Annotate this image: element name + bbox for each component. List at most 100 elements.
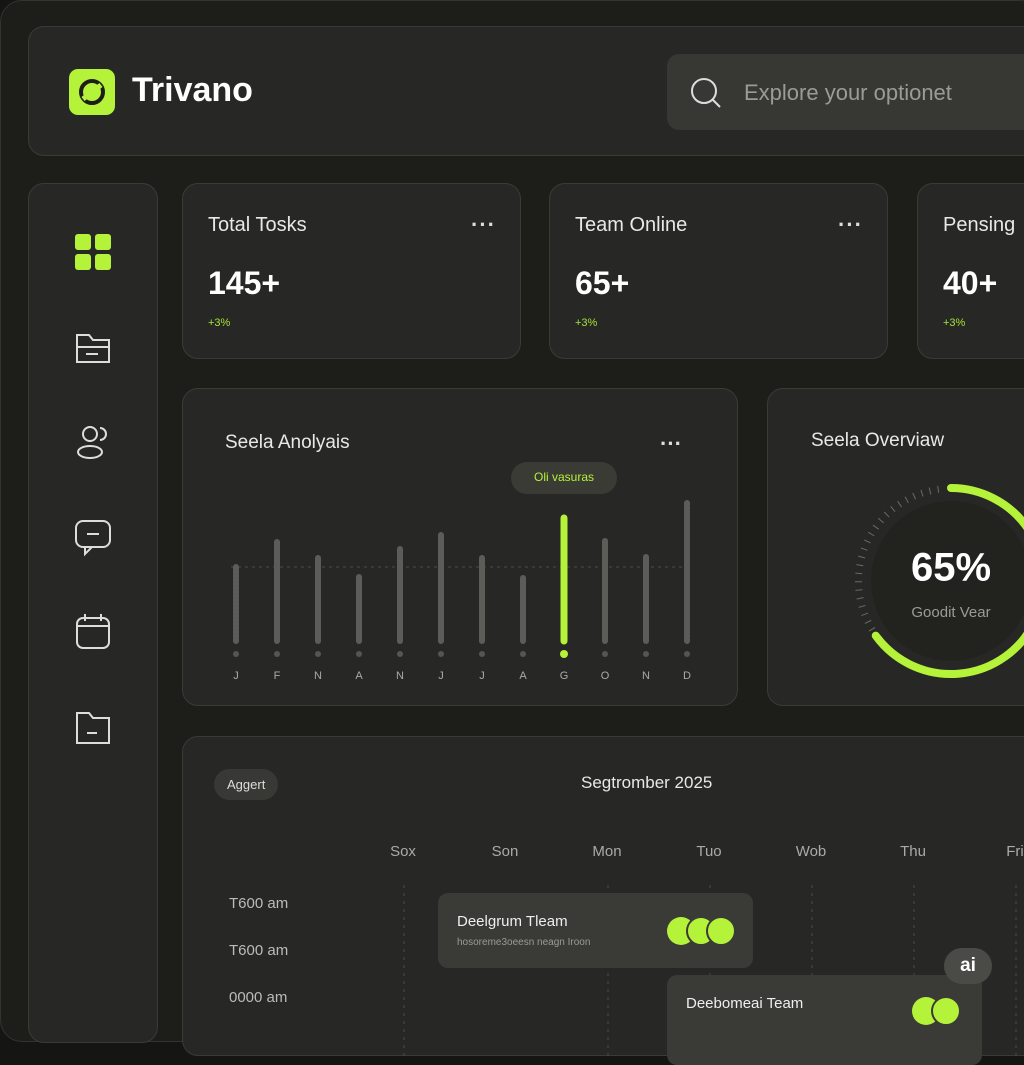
menu-button[interactable]: ··· [838, 212, 863, 238]
event-title: Deelgrum Tleam [457, 913, 568, 930]
donut-tick [858, 556, 865, 558]
donut-tick [938, 486, 939, 493]
tooltip: Oli vasuras [534, 470, 594, 484]
nav-calendar[interactable] [73, 612, 113, 652]
nav-files[interactable] [73, 707, 113, 747]
day-label: Mon [592, 843, 621, 860]
x-tick-label: F [274, 670, 281, 682]
ai-badge[interactable]: ai [944, 948, 992, 984]
donut-tick [921, 490, 923, 497]
bar-dot [643, 651, 649, 657]
donut-tick [864, 540, 870, 543]
donut-chart: Seela Overviaw 65% Goodit Vear [768, 389, 1024, 707]
header: Trivano Explore your optionet [28, 26, 1024, 156]
time-label: T600 am [229, 895, 288, 912]
menu-button[interactable]: ··· [660, 431, 682, 456]
menu-button[interactable]: ··· [471, 212, 496, 238]
x-tick-label: G [560, 670, 569, 682]
day-label: Fri [1006, 843, 1024, 860]
donut-tick [859, 605, 866, 607]
day-label: Son [492, 843, 519, 860]
day-label: Wob [796, 843, 827, 860]
x-tick-label: J [479, 670, 485, 682]
bar-dot [520, 651, 526, 657]
nav-dashboard[interactable] [73, 232, 113, 272]
x-tick-label: N [314, 670, 322, 682]
x-tick-label: N [396, 670, 404, 682]
donut-tick [891, 506, 895, 511]
event-title: Deebomeai Team [686, 995, 803, 1012]
logo [69, 69, 115, 115]
avatars [666, 915, 738, 947]
day-label: Thu [900, 843, 926, 860]
donut-tick [913, 493, 916, 499]
donut-tick [868, 532, 874, 536]
bar-dot [356, 651, 362, 657]
stat-title: Team Online [575, 214, 687, 237]
percent-label: 65% [911, 546, 991, 590]
donut-tick [878, 518, 883, 523]
time-label: 0000 am [229, 989, 287, 1006]
event-subtitle: hosoreme3oeesn neagn Iroon [457, 937, 590, 948]
donut-tick [884, 512, 889, 517]
search-placeholder: Explore your optionet [744, 80, 952, 106]
sales-analysis-card: Seela Anolyais ··· J F N A N J J A G Oli vasuras O… [182, 388, 738, 706]
stat-title: Pensing [943, 214, 1015, 237]
stat-card: Team Online ··· 65+ +3% [549, 183, 888, 359]
x-tick-label: J [233, 670, 239, 682]
stat-value: 145+ [208, 265, 280, 302]
x-tick-label: O [601, 670, 610, 682]
day-label: Tuo [696, 843, 721, 860]
event-card[interactable]: Deebomeai Team [667, 975, 982, 1065]
x-tick-label: D [683, 670, 691, 682]
bar-dot [315, 651, 321, 657]
page: Trivano Explore your optionet Total Tosk… [0, 0, 1024, 1016]
bar-dot [438, 651, 444, 657]
search-box[interactable]: Explore your optionet [667, 54, 1024, 130]
bar-dot [233, 651, 239, 657]
donut-tick [861, 613, 868, 616]
stat-change: +3% [575, 317, 597, 329]
bar-dot [684, 651, 690, 657]
bar-dot [397, 651, 403, 657]
donut-tick [861, 548, 868, 550]
bar-dot [479, 651, 485, 657]
donut-tick [856, 565, 863, 566]
stat-card: Pensing 40+ +3% [917, 183, 1024, 359]
donut-tick [855, 573, 862, 574]
x-tick-label: N [642, 670, 650, 682]
stat-value: 40+ [943, 265, 997, 302]
chart-title: Seela Anolyais [225, 432, 350, 453]
search-icon [689, 76, 723, 110]
stat-change: +3% [943, 317, 965, 329]
sidebar [28, 183, 158, 1043]
bar-dot [602, 651, 608, 657]
stat-card: Total Tosks ··· 145+ +3% [182, 183, 521, 359]
nav-messages[interactable] [73, 517, 113, 557]
sales-overview-card: Seela Overviaw 65% Goodit Vear [767, 388, 1024, 706]
x-tick-label: J [438, 670, 444, 682]
nav-team[interactable] [73, 422, 113, 462]
overview-title: Seela Overviaw [811, 430, 944, 451]
overview-caption: Goodit Vear [911, 604, 990, 621]
nav-folder[interactable] [73, 327, 113, 367]
time-label: T600 am [229, 942, 288, 959]
brand: Trivano [132, 71, 253, 110]
donut-tick [898, 501, 902, 507]
stat-title: Total Tosks [208, 214, 307, 237]
bar-dot [274, 651, 280, 657]
donut-tick [929, 488, 931, 495]
x-tick-label: A [519, 670, 527, 682]
event-card[interactable]: Deelgrum Tleam hosoreme3oeesn neagn Iroo… [438, 893, 753, 968]
day-label: Sox [390, 843, 416, 860]
donut-tick [855, 590, 862, 591]
donut-tick [857, 598, 864, 599]
avatars [911, 995, 967, 1027]
bar-dot [560, 650, 568, 658]
x-tick-label: A [355, 670, 363, 682]
stat-change: +3% [208, 317, 230, 329]
donut-tick [905, 497, 908, 503]
donut-tick [865, 620, 871, 623]
donut-tick [873, 525, 879, 529]
donut-tick [869, 627, 875, 631]
